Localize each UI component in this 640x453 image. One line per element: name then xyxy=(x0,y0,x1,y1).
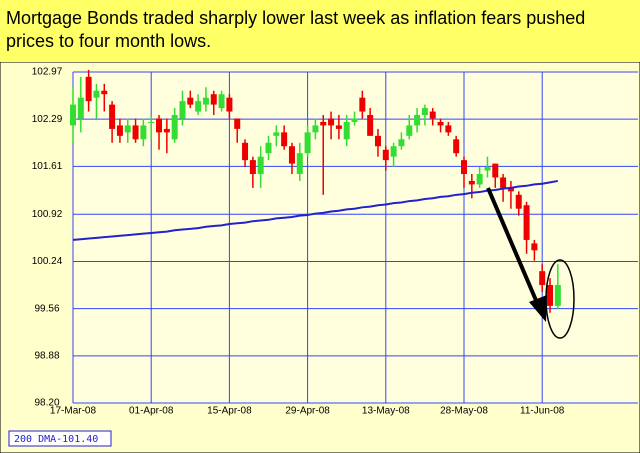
candle-body xyxy=(421,108,428,116)
y-tick-label: 100.92 xyxy=(32,209,63,220)
chart-title: Mortgage Bonds traded sharply lower last… xyxy=(0,0,640,62)
candle-body xyxy=(320,121,327,126)
candle-body xyxy=(249,160,256,175)
y-tick-label: 102.97 xyxy=(32,67,63,78)
dma-line xyxy=(72,179,559,241)
y-tick-label: 99.56 xyxy=(34,303,59,314)
candle-body xyxy=(101,90,108,95)
candle-body xyxy=(195,101,202,112)
candle-body xyxy=(77,97,84,119)
candle-body xyxy=(461,160,467,175)
candle-body xyxy=(85,76,92,102)
candle-body xyxy=(156,118,163,133)
candle-body xyxy=(328,118,335,126)
candle-body xyxy=(398,139,405,147)
candle-body xyxy=(414,115,421,126)
candle-body xyxy=(554,285,561,306)
candle-body xyxy=(531,243,538,251)
candle-body xyxy=(242,142,249,161)
candle-body xyxy=(296,153,303,175)
candle-body xyxy=(390,146,397,157)
candle-body xyxy=(148,121,155,123)
candle-body xyxy=(132,125,139,140)
candle-body xyxy=(468,180,475,185)
candle-body xyxy=(70,104,76,126)
y-tick-label: 100.24 xyxy=(32,256,63,267)
candle-body xyxy=(507,187,514,192)
x-tick-label: 13-May-08 xyxy=(362,406,410,417)
candle-body xyxy=(445,125,452,133)
candle-body xyxy=(382,149,389,161)
x-tick-label: 29-Apr-08 xyxy=(285,406,330,417)
candle-body xyxy=(109,104,116,129)
candle-body xyxy=(335,125,342,129)
x-tick-label: 17-Mar-08 xyxy=(50,406,97,417)
candle-body xyxy=(406,125,413,136)
y-tick-label: 98.20 xyxy=(34,398,59,409)
candle-body xyxy=(500,177,507,188)
candle-body xyxy=(547,285,554,306)
candle-body xyxy=(93,90,100,98)
candle-body xyxy=(429,111,436,119)
candle-body xyxy=(351,118,358,122)
candle-body xyxy=(281,132,288,147)
candle-body xyxy=(210,94,217,105)
candle-body xyxy=(515,194,522,209)
candle-body xyxy=(437,121,444,126)
candle-body xyxy=(187,97,194,105)
candle-body xyxy=(179,101,186,119)
candle-body xyxy=(359,97,366,112)
candle-body xyxy=(273,132,280,136)
candle-body xyxy=(257,156,264,175)
candle-body xyxy=(218,94,225,109)
x-tick-label: 15-Apr-08 xyxy=(207,406,252,417)
y-tick-label: 98.88 xyxy=(34,350,59,361)
candle-body xyxy=(140,125,147,140)
candle-body xyxy=(367,115,374,136)
candle-body xyxy=(288,146,295,164)
x-tick-label: 28-May-08 xyxy=(440,406,488,417)
candle-body xyxy=(312,125,319,133)
candle-body xyxy=(484,167,491,171)
candle-body xyxy=(163,128,170,133)
candle-body xyxy=(234,118,241,129)
legend-box xyxy=(8,430,112,447)
candle-body xyxy=(226,97,233,112)
candle-body xyxy=(539,271,546,286)
annotation xyxy=(486,187,575,339)
candle-body xyxy=(453,139,460,154)
x-tick-label: 01-Apr-08 xyxy=(129,406,174,417)
y-tick-label: 102.29 xyxy=(32,114,63,125)
x-tick-label: 11-Jun-08 xyxy=(520,406,565,417)
candle-body xyxy=(124,125,131,133)
candle-body xyxy=(492,163,499,178)
candle-body xyxy=(171,115,178,140)
candle-body xyxy=(343,121,350,140)
candle-body xyxy=(304,132,311,154)
candle-body xyxy=(374,135,381,147)
candle-body xyxy=(265,142,272,154)
candle-body xyxy=(476,174,483,185)
candle-body xyxy=(523,205,530,240)
legend-label: 200 DMA-101.40 xyxy=(14,434,98,445)
y-tick-label: 101.61 xyxy=(32,161,63,172)
candle-body xyxy=(202,97,209,105)
chart: 200 DMA-101.40 98.20 98.88 99.56 100.24 100.… xyxy=(0,62,640,453)
candle-body xyxy=(116,125,123,136)
